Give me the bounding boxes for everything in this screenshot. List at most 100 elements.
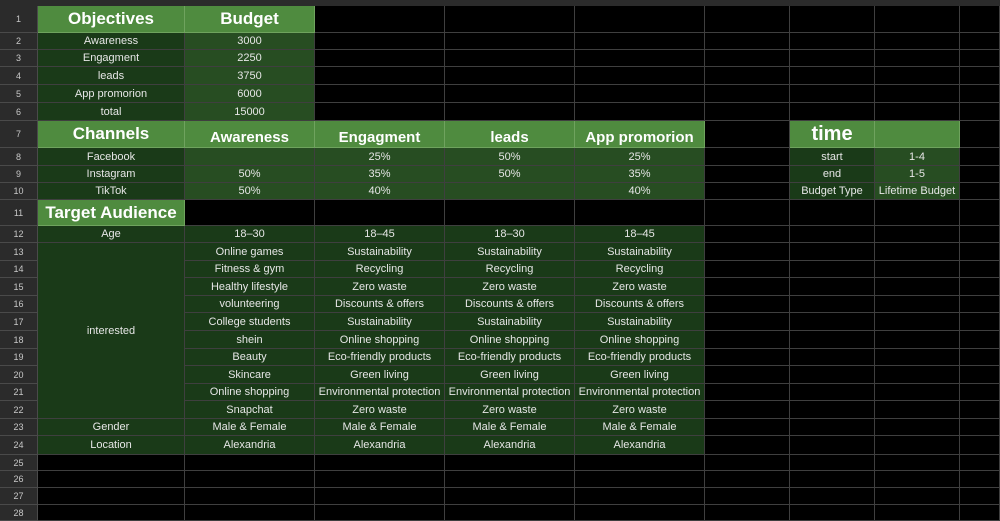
row-header-1[interactable]: 1 <box>0 6 38 33</box>
interest-cell[interactable]: Eco-friendly products <box>575 349 705 366</box>
channel-value-cell[interactable]: 25% <box>575 148 705 166</box>
grid-cell[interactable] <box>875 455 960 471</box>
grid-cell[interactable] <box>705 261 790 278</box>
time-value-cell[interactable]: 1-4 <box>875 148 960 166</box>
grid-cell[interactable] <box>960 505 1000 521</box>
grid-cell[interactable] <box>875 436 960 455</box>
row-header-5[interactable]: 5 <box>0 85 38 103</box>
grid-cell[interactable] <box>790 261 875 278</box>
interest-cell[interactable]: Sustainability <box>445 243 575 261</box>
interest-cell[interactable]: Green living <box>445 366 575 384</box>
row-header-21[interactable]: 21 <box>0 384 38 401</box>
interest-cell[interactable]: Discounts & offers <box>315 296 445 313</box>
grid-cell[interactable] <box>315 488 445 505</box>
grid-cell[interactable] <box>790 488 875 505</box>
channel-name-cell[interactable]: TikTok <box>38 183 185 200</box>
grid-cell[interactable] <box>315 6 445 33</box>
objective-name-cell[interactable]: leads <box>38 67 185 85</box>
grid-cell[interactable] <box>705 85 790 103</box>
interest-cell[interactable]: Sustainability <box>315 243 445 261</box>
interest-cell[interactable]: Eco-friendly products <box>315 349 445 366</box>
interest-cell[interactable]: Eco-friendly products <box>445 349 575 366</box>
channel-value-cell[interactable]: 50% <box>185 183 315 200</box>
channel-column-header[interactable]: Engagment <box>315 121 445 148</box>
interest-cell[interactable]: Sustainability <box>315 313 445 331</box>
grid-cell[interactable] <box>790 349 875 366</box>
grid-cell[interactable] <box>875 261 960 278</box>
channel-name-cell[interactable]: Instagram <box>38 166 185 183</box>
row-header-6[interactable]: 6 <box>0 103 38 121</box>
row-header-24[interactable]: 24 <box>0 436 38 455</box>
grid-cell[interactable] <box>960 349 1000 366</box>
objective-name-cell[interactable]: total <box>38 103 185 121</box>
gender-value-cell[interactable]: Male & Female <box>445 419 575 436</box>
grid-cell[interactable] <box>445 67 575 85</box>
age-label-cell[interactable]: Age <box>38 226 185 243</box>
grid-cell[interactable] <box>705 243 790 261</box>
interest-cell[interactable]: Skincare <box>185 366 315 384</box>
age-value-cell[interactable]: 18–30 <box>445 226 575 243</box>
objective-budget-cell[interactable]: 6000 <box>185 85 315 103</box>
interest-cell[interactable]: Recycling <box>315 261 445 278</box>
grid-cell[interactable] <box>315 85 445 103</box>
grid-cell[interactable] <box>960 148 1000 166</box>
grid-cell[interactable] <box>790 384 875 401</box>
interest-cell[interactable]: Sustainability <box>575 243 705 261</box>
grid-cell[interactable] <box>960 200 1000 226</box>
grid-cell[interactable] <box>705 436 790 455</box>
grid-cell[interactable] <box>185 200 315 226</box>
grid-cell[interactable] <box>960 103 1000 121</box>
interest-cell[interactable]: Zero waste <box>445 278 575 296</box>
grid-cell[interactable] <box>790 278 875 296</box>
interest-cell[interactable]: Zero waste <box>315 401 445 419</box>
grid-cell[interactable] <box>875 366 960 384</box>
grid-cell[interactable] <box>38 471 185 488</box>
row-header-13[interactable]: 13 <box>0 243 38 261</box>
time-label-cell[interactable]: Budget Type <box>790 183 875 200</box>
channel-value-cell[interactable]: 40% <box>575 183 705 200</box>
interest-cell[interactable]: shein <box>185 331 315 349</box>
grid-cell[interactable] <box>790 50 875 67</box>
grid-cell[interactable] <box>875 85 960 103</box>
objective-budget-cell[interactable]: 2250 <box>185 50 315 67</box>
grid-cell[interactable] <box>185 455 315 471</box>
grid-cell[interactable] <box>38 505 185 521</box>
grid-cell[interactable] <box>705 471 790 488</box>
row-header-9[interactable]: 9 <box>0 166 38 183</box>
channel-value-cell[interactable]: 35% <box>315 166 445 183</box>
grid-cell[interactable] <box>575 488 705 505</box>
grid-cell[interactable] <box>960 331 1000 349</box>
channel-value-cell[interactable]: 50% <box>445 166 575 183</box>
channels-header[interactable]: Channels <box>38 121 185 148</box>
row-header-19[interactable]: 19 <box>0 349 38 366</box>
row-header-3[interactable]: 3 <box>0 50 38 67</box>
grid-cell[interactable] <box>315 471 445 488</box>
interest-cell[interactable]: Recycling <box>575 261 705 278</box>
grid-cell[interactable] <box>875 200 960 226</box>
grid-cell[interactable] <box>960 50 1000 67</box>
grid-cell[interactable] <box>315 33 445 50</box>
budget-header[interactable]: Budget <box>185 6 315 33</box>
grid-cell[interactable] <box>875 331 960 349</box>
grid-cell[interactable] <box>790 103 875 121</box>
time-value-cell[interactable]: Lifetime Budget <box>875 183 960 200</box>
interest-cell[interactable]: Online games <box>185 243 315 261</box>
grid-cell[interactable] <box>315 103 445 121</box>
grid-cell[interactable] <box>790 436 875 455</box>
interest-cell[interactable]: Recycling <box>445 261 575 278</box>
row-header-18[interactable]: 18 <box>0 331 38 349</box>
interest-cell[interactable]: Green living <box>315 366 445 384</box>
time-label-cell[interactable]: end <box>790 166 875 183</box>
grid-cell[interactable] <box>875 67 960 85</box>
channel-value-cell[interactable]: 50% <box>185 166 315 183</box>
grid-cell[interactable] <box>790 243 875 261</box>
row-header-2[interactable]: 2 <box>0 33 38 50</box>
age-value-cell[interactable]: 18–45 <box>575 226 705 243</box>
row-header-15[interactable]: 15 <box>0 278 38 296</box>
grid-cell[interactable] <box>960 401 1000 419</box>
grid-cell[interactable] <box>875 33 960 50</box>
grid-cell[interactable] <box>960 261 1000 278</box>
interest-cell[interactable]: Beauty <box>185 349 315 366</box>
grid-cell[interactable] <box>705 349 790 366</box>
objective-budget-cell[interactable]: 3000 <box>185 33 315 50</box>
